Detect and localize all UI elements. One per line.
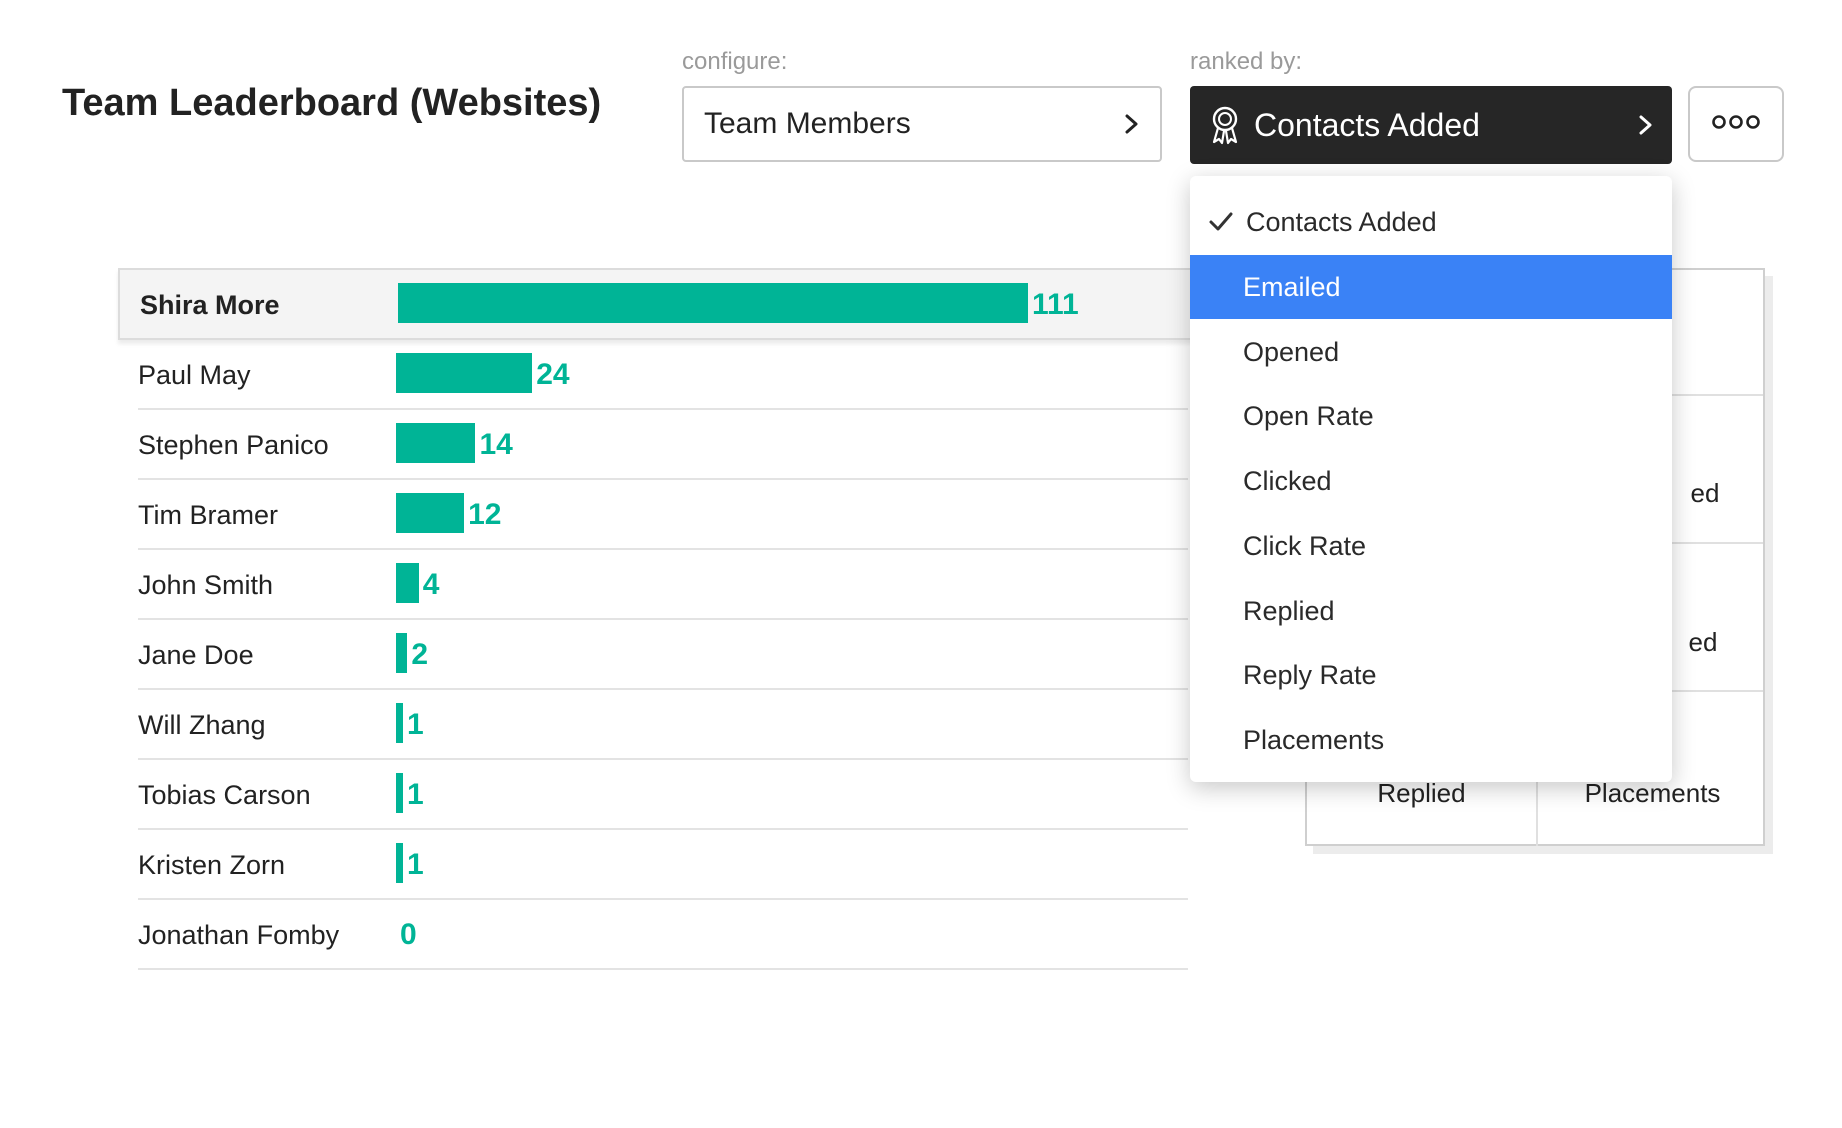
score-value: 14	[479, 428, 513, 461]
leaderboard-row[interactable]: Paul May 24	[138, 340, 1188, 410]
stat-label-partial: ed	[1690, 478, 1720, 508]
score-value: 1	[407, 778, 424, 811]
score-bar	[396, 563, 419, 603]
dropdown-option-label: Open Rate	[1243, 401, 1374, 432]
dropdown-option-reply-rate[interactable]: Reply Rate	[1190, 643, 1672, 707]
member-name: Tobias Carson	[138, 780, 311, 810]
score-value: 12	[468, 498, 502, 531]
leaderboard-row[interactable]: Will Zhang 1	[138, 690, 1188, 760]
score-bar	[396, 773, 403, 813]
dropdown-option-open-rate[interactable]: Open Rate	[1190, 384, 1672, 448]
score-value: 1	[407, 708, 424, 741]
stat-label-replied: Replied	[1377, 778, 1466, 808]
dropdown-option-label: Emailed	[1243, 272, 1341, 302]
score-bar	[396, 353, 533, 393]
member-name: John Smith	[138, 570, 274, 600]
chevron-right-icon	[1638, 114, 1654, 136]
dropdown-option-click-rate[interactable]: Click Rate	[1190, 514, 1672, 578]
checkmark-icon	[1208, 190, 1234, 254]
score-value: 1	[407, 848, 424, 881]
ranked-by-select[interactable]: Contacts Added	[1190, 86, 1672, 164]
stat-label-partial: ed	[1688, 627, 1718, 657]
member-name: Jonathan Fomby	[138, 920, 340, 950]
score-bar	[396, 703, 403, 743]
ranked-by-dropdown: Contacts Added Emailed Opened Open Rate Clic…	[1190, 176, 1672, 782]
dropdown-option-label: Opened	[1243, 336, 1340, 367]
score-value: 111	[1032, 288, 1079, 321]
dropdown-option-label: Click Rate	[1243, 530, 1367, 561]
score-bar	[396, 493, 465, 533]
member-name: Paul May	[138, 360, 251, 390]
leaderboard-row[interactable]: John Smith 4	[138, 550, 1188, 620]
leaderboard-row[interactable]: Jonathan Fomby 0	[138, 900, 1188, 970]
score-bar	[396, 843, 403, 883]
ranked-by-select-value: Contacts Added	[1254, 106, 1480, 143]
dropdown-option-replied[interactable]: Replied	[1190, 579, 1672, 643]
dropdown-option-emailed[interactable]: Emailed	[1190, 255, 1672, 319]
more-dots-icon	[1711, 114, 1761, 135]
member-name: Stephen Panico	[138, 430, 329, 460]
score-bar	[396, 423, 476, 463]
leaderboard-row[interactable]: Jane Doe 2	[138, 620, 1188, 690]
member-name: Jane Doe	[138, 640, 254, 670]
stat-label-placements: Placements	[1584, 778, 1721, 808]
dropdown-option-label: Contacts Added	[1246, 207, 1437, 237]
member-name: Shira More	[140, 290, 280, 320]
leaderboard-row[interactable]: Shira More 111	[118, 268, 1208, 340]
dropdown-option-clicked[interactable]: Clicked	[1190, 449, 1672, 513]
more-options-button[interactable]	[1688, 86, 1784, 162]
configure-select[interactable]: Team Members	[682, 86, 1162, 162]
dropdown-option-contacts-added[interactable]: Contacts Added	[1190, 190, 1672, 254]
member-name: Tim Bramer	[138, 500, 278, 530]
configure-label: configure:	[682, 48, 788, 75]
dropdown-option-label: Replied	[1243, 595, 1335, 626]
member-name: Kristen Zorn	[138, 850, 286, 880]
score-value: 0	[400, 918, 417, 951]
leaderboard-row[interactable]: Kristen Zorn 1	[138, 830, 1188, 900]
score-value: 2	[411, 638, 429, 671]
member-name: Will Zhang	[138, 710, 266, 740]
award-ribbon-icon	[1208, 105, 1242, 145]
score-bar	[396, 633, 408, 673]
chevron-right-icon	[1124, 113, 1140, 135]
dropdown-option-label: Clicked	[1243, 466, 1332, 497]
configure-select-value: Team Members	[704, 107, 911, 140]
score-value: 24	[536, 358, 570, 391]
dropdown-option-label: Reply Rate	[1243, 660, 1377, 691]
page-title: Team Leaderboard (Websites)	[62, 82, 602, 124]
leaderboard-row[interactable]: Tobias Carson 1	[138, 760, 1188, 830]
dropdown-option-opened[interactable]: Opened	[1190, 320, 1672, 384]
score-value: 4	[422, 568, 440, 601]
ranked-by-label: ranked by:	[1190, 48, 1303, 75]
leaderboard-row[interactable]: Stephen Panico 14	[138, 410, 1188, 480]
score-bar	[398, 283, 1028, 323]
leaderboard-row[interactable]: Tim Bramer 12	[138, 480, 1188, 550]
dropdown-option-label: Placements	[1243, 724, 1385, 755]
dropdown-option-placements[interactable]: Placements	[1190, 708, 1672, 772]
